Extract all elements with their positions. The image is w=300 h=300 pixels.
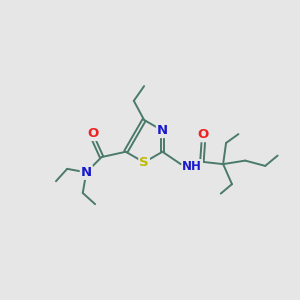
Text: N: N bbox=[81, 166, 92, 179]
Text: NH: NH bbox=[182, 160, 202, 173]
Text: O: O bbox=[88, 127, 99, 140]
Text: N: N bbox=[157, 124, 168, 137]
Text: O: O bbox=[198, 128, 209, 141]
Text: S: S bbox=[139, 156, 149, 169]
